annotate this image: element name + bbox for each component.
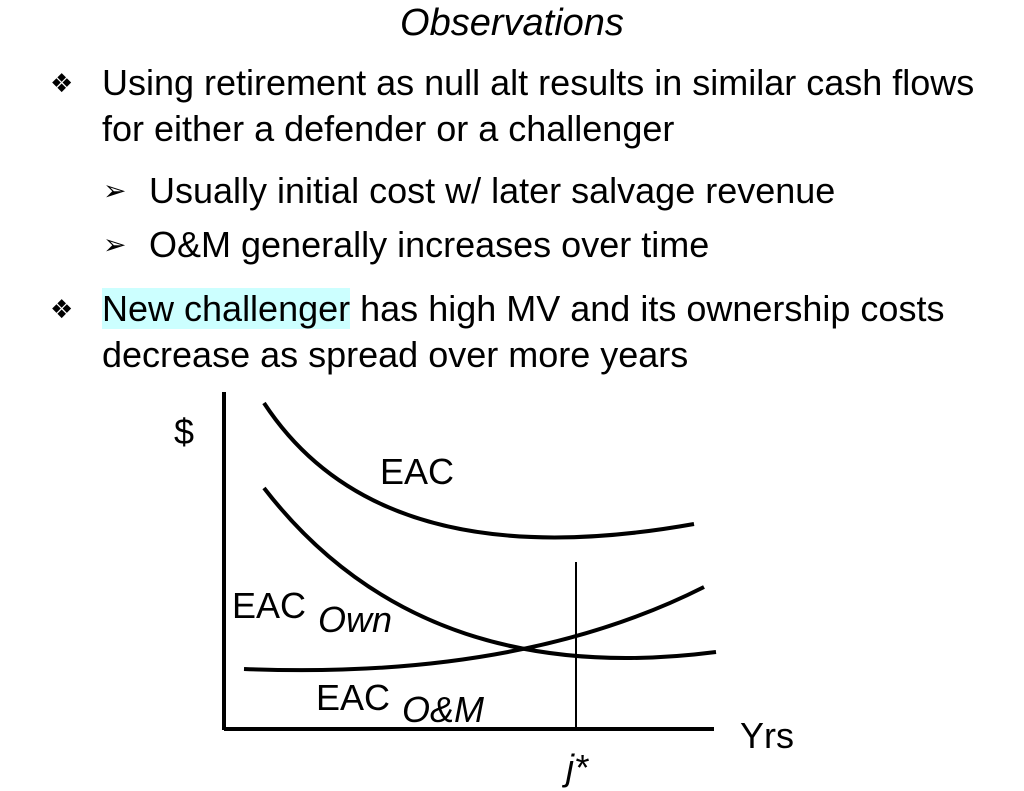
diamond-bullet-icon: ❖: [50, 68, 74, 98]
optimum-marker-label: j*: [561, 747, 589, 788]
sub-bullet-1-text: Usually initial cost w/ later salvage re…: [149, 170, 836, 211]
eac-own-curve: [262, 486, 717, 660]
eac-om-curve-label: EAC: [316, 677, 390, 718]
sub-bullet-2-text: O&M generally increases over time: [149, 224, 710, 265]
eac-om-curve-subscript: O&M: [402, 689, 484, 730]
eac-own-curve-subscript: Own: [318, 599, 392, 640]
diamond-bullet-icon: ❖: [50, 294, 74, 324]
bullet-1-text: Using retirement as null alt results in …: [102, 62, 975, 149]
x-axis-label: Yrs: [740, 715, 794, 756]
bullet-2-rest: has high MV and its ownership costs decr…: [102, 288, 945, 375]
eac-om-curve: [243, 585, 705, 673]
highlighted-phrase: New challenger: [102, 288, 351, 329]
eac-curve: [262, 401, 695, 540]
eac-curve-label: EAC: [380, 451, 454, 492]
bullet-2-text: New challenger has high MV and its owner…: [102, 286, 982, 378]
arrow-bullet-icon: ➢: [103, 175, 127, 206]
arrow-bullet-icon: ➢: [103, 229, 127, 260]
slide-title: Observations: [400, 2, 624, 44]
y-axis-label: $: [174, 411, 194, 452]
eac-own-curve-label: EAC: [232, 585, 306, 626]
